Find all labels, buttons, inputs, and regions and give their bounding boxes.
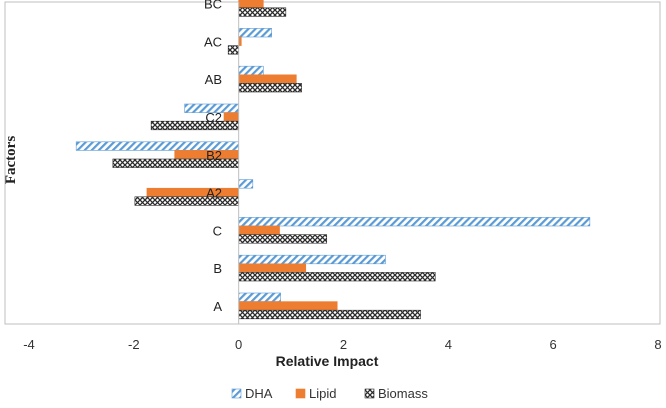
bar-dha-a (238, 292, 281, 302)
x-tick-label: 6 (550, 337, 557, 352)
bar-lipid-c (238, 225, 280, 235)
bar-biomass-ab (238, 83, 302, 93)
bar-dha-a2 (238, 179, 254, 189)
legend-swatch-lipid (295, 388, 306, 399)
bar-dha-c (238, 217, 591, 227)
x-tick-label: 4 (445, 337, 452, 352)
bar-biomass-c (238, 234, 328, 244)
legend: DHA Lipid Biomass (231, 386, 428, 401)
category-label-a: A (213, 299, 222, 314)
category-label-a2: A2 (206, 186, 222, 201)
x-axis-title: Relative Impact (276, 353, 379, 369)
bar-lipid-b (238, 263, 307, 273)
category-label-bc: BC (204, 0, 222, 12)
category-label-ac: AC (204, 34, 222, 49)
x-tick-label: -2 (128, 337, 140, 352)
y-axis-title: Factors (3, 136, 19, 184)
bar-biomass-a2 (134, 196, 239, 206)
legend-label-lipid: Lipid (309, 386, 336, 401)
bar-dha-ac (238, 28, 272, 38)
legend-label-dha: DHA (245, 386, 273, 401)
bar-biomass-bc (238, 7, 287, 17)
bar-dha-b (238, 254, 386, 265)
category-label-b: B (213, 261, 222, 276)
category-label-c2: C2 (205, 110, 222, 125)
bar-biomass-b (238, 272, 436, 282)
category-label-b2: B2 (206, 148, 222, 163)
bar-lipid-bc (238, 0, 264, 9)
bar-biomass-a (238, 309, 421, 320)
x-tick-label: 8 (654, 337, 661, 352)
x-tick-label: 0 (235, 337, 242, 352)
bar-lipid-c2 (223, 112, 239, 122)
x-tick-label: -4 (23, 337, 35, 352)
legend-swatch-dha (231, 388, 242, 399)
legend-label-biomass: Biomass (378, 386, 428, 401)
category-label-ab: AB (205, 72, 222, 87)
bar-lipid-a (238, 301, 338, 311)
bar-dha-ab (238, 65, 264, 76)
bars-layer (75, 0, 591, 320)
legend-swatch-biomass (364, 388, 375, 399)
x-tick-label: 2 (340, 337, 347, 352)
x-tick-labels: -4 -2 0 2 4 6 8 (23, 337, 661, 352)
bar-lipid-a2 (146, 187, 239, 198)
bar-biomass-ac (227, 45, 239, 55)
bar-biomass-c2 (150, 120, 239, 131)
bar-lipid-ab (238, 74, 297, 84)
category-label-c: C (213, 223, 222, 238)
